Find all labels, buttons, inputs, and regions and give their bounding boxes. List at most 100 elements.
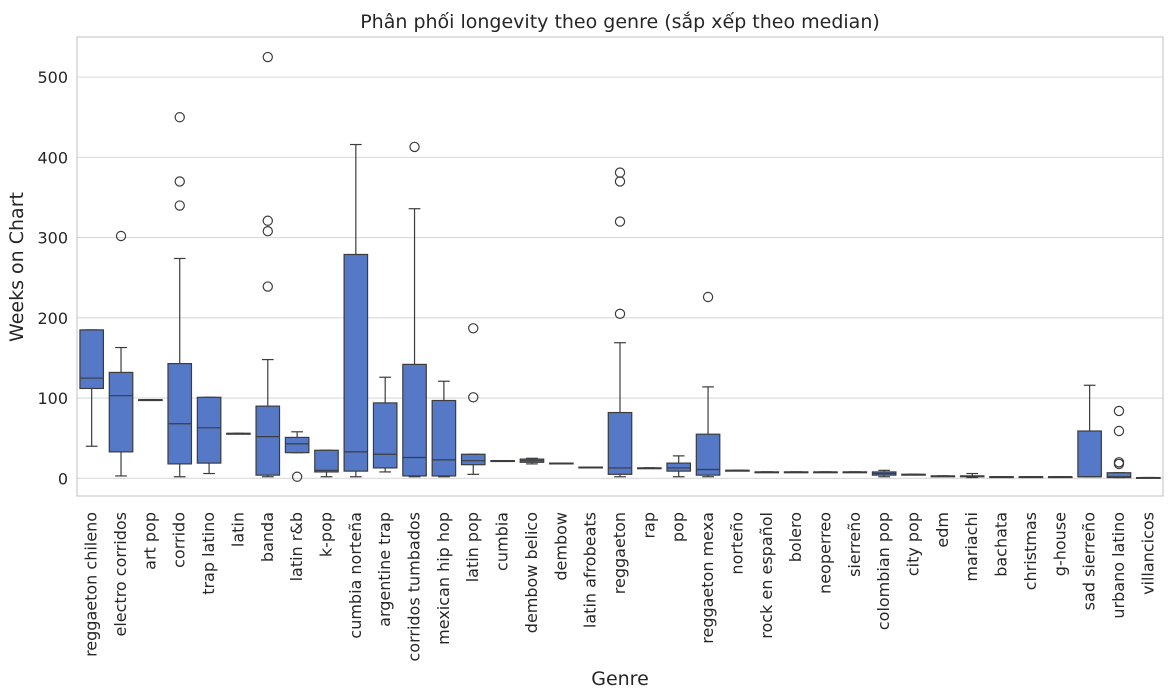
outlier-6-3 [262, 51, 273, 63]
box-10 [372, 376, 398, 473]
box-23 [754, 471, 780, 474]
box-iqr-9 [343, 253, 369, 472]
x-tick-label-26: sierreño [845, 512, 864, 577]
box-21 [695, 291, 721, 478]
box-12 [431, 380, 457, 478]
x-tick-label-7: latin r&b [287, 512, 306, 581]
x-tick-label-25: neoperreo [815, 512, 834, 594]
x-tick-label-16: dembow [551, 512, 570, 581]
box-17 [578, 466, 603, 469]
box-iqr-35 [1106, 472, 1132, 479]
x-tick-label-20: pop [669, 512, 688, 542]
box-iqr-0 [79, 329, 105, 390]
box-25 [813, 471, 838, 474]
x-tick-label-32: christmas [1021, 512, 1040, 590]
outlier-6-1 [262, 225, 273, 237]
box-18 [607, 167, 633, 478]
box-9 [343, 143, 369, 478]
x-tick-label-28: city pop [904, 512, 923, 576]
x-tick-label-19: rap [639, 512, 658, 539]
box-31 [989, 476, 1014, 479]
plot-frame [76, 36, 1164, 497]
box-24 [783, 471, 809, 474]
outlier-13-1 [468, 323, 479, 334]
outlier-18-0 [614, 308, 626, 320]
box-34 [1077, 384, 1102, 478]
box-iqr-1 [108, 371, 134, 453]
x-tick-label-8: k-pop [316, 512, 335, 557]
outlier-3-0 [174, 200, 185, 211]
box-36 [1135, 476, 1161, 479]
outlier-18-3 [614, 167, 626, 178]
chart-title: Phân phối longevity theo genre (sắp xếp … [360, 10, 880, 33]
x-tick-label-1: electro corridos [111, 512, 130, 637]
outlier-18-1 [614, 216, 626, 227]
x-tick-label-24: bolero [786, 512, 805, 562]
outlier-3-2 [174, 112, 185, 123]
y-tick-label-0: 0 [58, 469, 68, 488]
x-tick-label-17: latin afrobeats [581, 512, 600, 628]
plot-area [79, 51, 1161, 482]
outlier-7-0 [291, 471, 303, 482]
outlier-18-2 [614, 176, 626, 187]
box-iqr-7 [284, 436, 310, 454]
x-tick-label-2: art pop [140, 512, 159, 570]
outlier-6-0 [262, 281, 273, 292]
box-iqr-6 [255, 405, 281, 476]
y-axis-label: Weeks on Chart [6, 192, 28, 342]
box-iqr-4 [196, 396, 222, 464]
x-tick-label-31: bachata [992, 512, 1011, 577]
box-3 [167, 112, 193, 478]
x-tick-label-27: colombian pop [874, 512, 893, 630]
box-19 [637, 467, 662, 470]
box-2 [138, 399, 163, 402]
box-30 [959, 472, 985, 479]
box-6 [255, 51, 281, 478]
outlier-13-0 [468, 392, 479, 403]
y-tick-label-2: 200 [37, 309, 68, 328]
x-tick-label-35: urbano latino [1109, 512, 1128, 619]
box-7 [284, 431, 310, 482]
x-tick-label-0: reggaeton chileno [82, 512, 101, 657]
box-11 [402, 141, 427, 478]
box-35 [1106, 405, 1132, 479]
box-8 [314, 449, 339, 478]
box-iqr-20 [666, 462, 692, 472]
box-33 [1047, 476, 1073, 479]
x-tick-label-18: reggaeton [610, 512, 629, 594]
x-tick-label-4: trap latino [199, 512, 218, 595]
box-27 [871, 469, 897, 478]
outlier-35-1 [1113, 457, 1125, 468]
outlier-21-0 [702, 291, 714, 303]
outlier-1-0 [115, 230, 127, 242]
box-0 [79, 329, 105, 447]
x-tick-labels: reggaeton chileno electro corridos art pop… [82, 512, 1158, 662]
x-tick-label-22: norteño [727, 512, 746, 575]
box-15 [519, 457, 545, 465]
box-22 [725, 469, 750, 472]
box-14 [490, 460, 515, 463]
box-iqr-10 [372, 402, 398, 469]
box-32 [1018, 476, 1044, 479]
x-axis-label: Genre [591, 668, 649, 690]
box-29 [930, 475, 956, 478]
x-tick-label-10: argentine trap [375, 512, 394, 627]
x-tick-label-21: reggaeton mexa [698, 512, 717, 644]
x-tick-label-11: corridos tumbados [405, 512, 424, 662]
x-tick-label-14: cumbia [493, 512, 512, 571]
x-tick-label-34: sad sierreño [1080, 512, 1099, 610]
box-28 [901, 473, 926, 476]
outlier-6-2 [262, 215, 273, 226]
x-tick-label-3: corrido [170, 512, 189, 568]
y-tick-label-5: 500 [37, 68, 68, 87]
x-tick-label-23: rock en español [757, 512, 776, 639]
y-tick-label-1: 100 [37, 389, 68, 408]
box-4 [196, 396, 222, 475]
box-iqr-12 [431, 399, 457, 477]
x-tick-label-30: mariachi [962, 512, 981, 582]
x-tick-label-5: latin [228, 512, 247, 547]
box-iqr-8 [314, 449, 339, 473]
outlier-11-0 [409, 141, 420, 153]
outlier-35-3 [1113, 405, 1125, 417]
